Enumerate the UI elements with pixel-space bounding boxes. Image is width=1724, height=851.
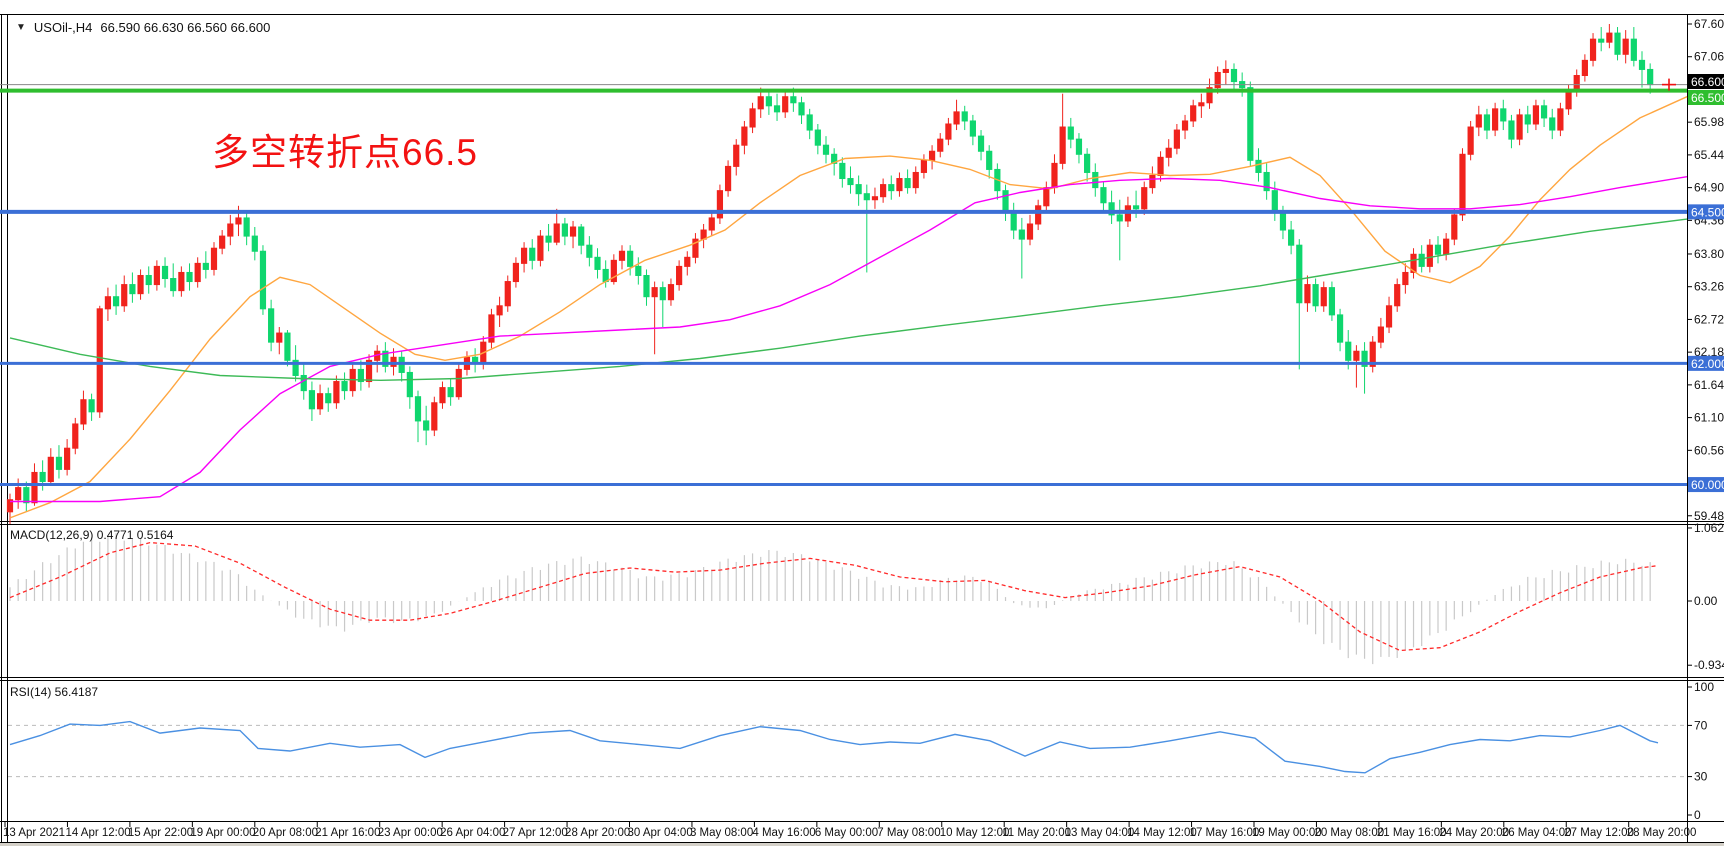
time-axis-label: 13 May 04:00 [1065, 827, 1135, 839]
candles-group [6, 24, 1654, 524]
time-axis-label: 26 Apr 04:00 [440, 827, 505, 839]
svg-text:66.500: 66.500 [1691, 91, 1724, 105]
svg-text:67.060: 67.060 [1694, 50, 1724, 64]
ma-slow-line [9, 218, 1688, 382]
time-axis-label: 19 Apr 00:00 [190, 827, 255, 839]
svg-text:30: 30 [1694, 770, 1708, 784]
time-axis-label: 19 May 00:00 [1252, 827, 1322, 839]
svg-text:66.600: 66.600 [1691, 75, 1724, 89]
level-badge-64-500 [1688, 204, 1724, 220]
time-axis-label: 20 May 08:00 [1314, 827, 1384, 839]
svg-text:0: 0 [1694, 808, 1701, 822]
time-axis-label: 26 May 04:00 [1502, 827, 1572, 839]
svg-text:100: 100 [1694, 680, 1714, 694]
symbol-quote-ohlc: 66.590 66.630 66.560 66.600 [100, 20, 271, 35]
time-axis-label: 4 May 16:00 [752, 827, 815, 839]
time-axis-label: 27 May 12:00 [1564, 827, 1634, 839]
svg-text:60.565: 60.565 [1694, 443, 1724, 457]
time-axis-label: 11 May 20:00 [1002, 827, 1071, 839]
bottom-scroll-strip[interactable] [0, 843, 1724, 846]
symbol-name: USOil-,H4 [33, 20, 93, 35]
time-axis-label: 21 May 16:00 [1377, 827, 1447, 839]
ma-mid-line [10, 176, 1688, 503]
time-axis-label: 17 May 16:00 [1190, 827, 1260, 839]
time-axis-label: 21 Apr 16:00 [315, 827, 380, 839]
ma-fast-line [9, 96, 1688, 519]
time-axis-label: 13 Apr 2021 [3, 827, 65, 839]
svg-text:61.645: 61.645 [1694, 378, 1724, 392]
svg-text:62.185: 62.185 [1694, 345, 1724, 359]
time-axis-label: 10 May 12:00 [940, 827, 1010, 839]
symbol-header: ▼ USOil-,H4 66.590 66.630 66.560 66.600 [16, 20, 270, 35]
time-axis-label: 15 Apr 22:00 [128, 827, 193, 839]
svg-text:70: 70 [1694, 718, 1708, 732]
time-axis-label: 3 May 08:00 [690, 827, 753, 839]
svg-text:59.485: 59.485 [1694, 509, 1724, 523]
current-price-badge [1688, 74, 1724, 89]
time-axis-label: 28 May 20:00 [1627, 827, 1697, 839]
svg-text:61.105: 61.105 [1694, 411, 1724, 425]
level-badge-66-500 [1688, 90, 1724, 105]
chart-annotation-text[interactable]: 多空转折点66.5 [212, 132, 479, 173]
time-axis-label: 28 Apr 20:00 [565, 827, 630, 839]
time-axis-label: 14 Apr 12:00 [65, 827, 130, 839]
time-axis-label: 30 Apr 04:00 [628, 827, 693, 839]
svg-text:63.805: 63.805 [1694, 247, 1724, 261]
time-axis-label: 27 Apr 12:00 [503, 827, 568, 839]
time-axis-label: 6 May 00:00 [815, 827, 878, 839]
svg-text:64.900: 64.900 [1694, 181, 1724, 195]
macd-signal-line [9, 541, 1659, 652]
macd-indicator-label: MACD(12,26,9) 0.4771 0.5164 [10, 528, 174, 542]
time-axis-label: 24 May 20:00 [1439, 827, 1509, 839]
svg-text:-0.9347: -0.9347 [1694, 658, 1724, 672]
svg-text:65.980: 65.980 [1694, 115, 1724, 129]
svg-text:60.000: 60.000 [1691, 478, 1724, 492]
rsi-line [9, 720, 1659, 774]
time-axis-label: 14 May 12:00 [1127, 827, 1197, 839]
time-axis-label: 20 Apr 08:00 [253, 827, 318, 839]
svg-text:63.265: 63.265 [1694, 280, 1724, 294]
level-badge-60-000 [1688, 477, 1724, 493]
svg-text:62.000: 62.000 [1691, 357, 1724, 371]
symbol-dropdown-icon[interactable]: ▼ [16, 22, 26, 33]
rsi-indicator-label: RSI(14) 56.4187 [10, 685, 99, 699]
svg-text:64.500: 64.500 [1691, 205, 1724, 219]
time-axis-label: 7 May 08:00 [877, 827, 940, 839]
svg-text:62.725: 62.725 [1694, 312, 1724, 326]
svg-text:0.00: 0.00 [1694, 594, 1718, 608]
svg-text:1.0629: 1.0629 [1694, 521, 1724, 535]
svg-text:65.440: 65.440 [1694, 148, 1724, 162]
level-badge-62-000 [1688, 355, 1724, 371]
svg-text:67.600: 67.600 [1694, 17, 1724, 31]
time-axis-label: 23 Apr 00:00 [378, 827, 443, 839]
